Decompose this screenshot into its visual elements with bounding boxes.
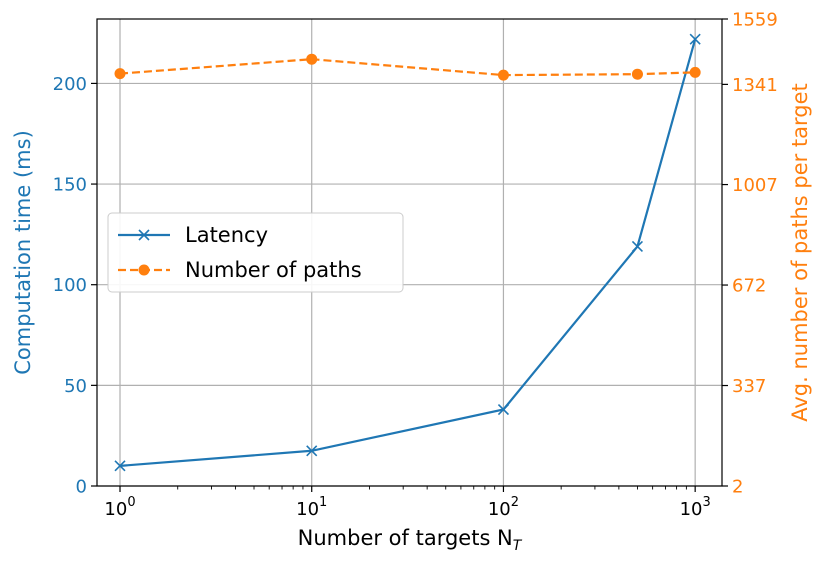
data-point-number-of-paths [689, 66, 701, 78]
x-axis-label-subscript: T [513, 538, 523, 554]
legend-box [107, 212, 404, 293]
legend-marker-number-of-paths [138, 264, 150, 276]
x-tick-label: 102 [488, 495, 519, 520]
x-tick-label: 100 [104, 495, 135, 520]
plot-frame [96, 18, 723, 487]
x-axis-label: Number of targets NT [298, 526, 523, 554]
data-point-latency-stroke [631, 240, 644, 253]
data-point-latency [631, 240, 644, 253]
y-left-tick-label: 50 [64, 376, 87, 397]
y-left-tick-label: 200 [53, 74, 87, 95]
data-point-latency-stroke [114, 460, 126, 472]
legend-marker-latency [138, 229, 150, 241]
data-point-number-of-paths [306, 53, 318, 65]
legend-label-latency: Latency [185, 223, 268, 247]
y-right-tick-label: 1341 [732, 75, 778, 96]
y-right-tick-label: 2 [732, 477, 743, 498]
data-point-number-of-paths [631, 68, 643, 80]
legend-label-number-of-paths: Number of paths [185, 258, 362, 282]
x-tick-label: 101 [296, 495, 327, 520]
data-point-latency [114, 460, 126, 472]
y-left-axis-label: Computation time (ms) [11, 130, 35, 375]
axes-layer: 100 101 102 103 0 50 100 150 200 2 337 672 1007 1341 1… [53, 10, 778, 521]
data-point-latency [306, 445, 318, 457]
data-point-number-of-paths [497, 69, 509, 81]
x-tick-label: 103 [680, 495, 711, 520]
data-point-latency [689, 33, 701, 45]
y-right-tick-label: 1559 [732, 10, 778, 31]
y-right-tick-label: 672 [732, 276, 766, 297]
y-left-tick-label: 150 [53, 175, 87, 196]
legend-marker-latency-stroke [138, 229, 150, 241]
x-axis-label-text: Number of targets N [298, 526, 513, 550]
y-right-axis-label: Avg. number of paths per target [788, 83, 812, 422]
y-left-tick-label: 0 [76, 477, 87, 498]
data-point-latency-stroke [689, 33, 701, 45]
legend: Latency Number of paths [107, 212, 404, 293]
data-point-number-of-paths [114, 68, 126, 80]
series-layer [114, 33, 701, 472]
y-right-tick-label: 337 [732, 376, 766, 397]
data-point-latency-stroke [497, 403, 510, 416]
y-left-tick-label: 100 [53, 275, 87, 296]
y-right-tick-label: 1007 [732, 175, 778, 196]
data-point-latency-stroke [306, 445, 318, 457]
data-point-latency [497, 403, 510, 416]
